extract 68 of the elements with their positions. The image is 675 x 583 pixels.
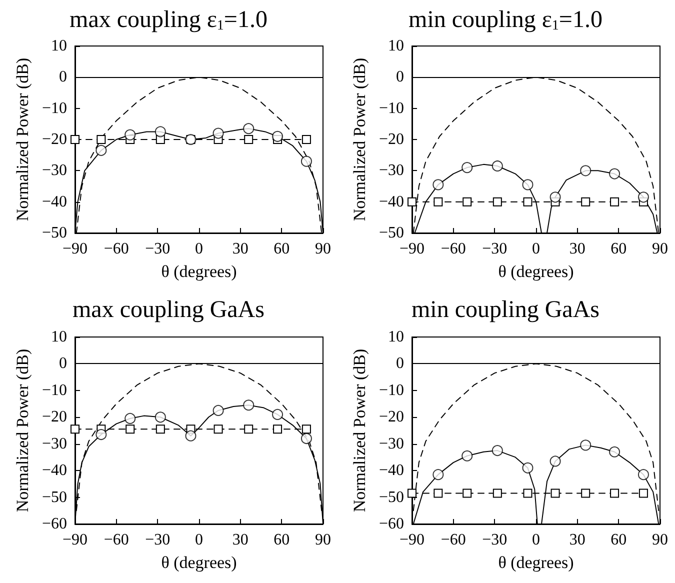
y-tick-label: −40 [42, 462, 67, 480]
y-tick-label: 10 [51, 328, 67, 346]
y-tick-label: 10 [388, 328, 404, 346]
x-tick-label: 0 [195, 240, 203, 258]
x-tick-label: 90 [315, 240, 331, 258]
x-tick-label: −60 [440, 532, 466, 548]
y-tick-label: −20 [378, 408, 404, 426]
y-tick-label: −30 [378, 162, 404, 180]
x-tick-label: 30 [232, 240, 248, 258]
x-tick-label: 90 [652, 532, 668, 548]
x-tick-label: 0 [532, 240, 540, 258]
x-tick-label: 0 [532, 532, 540, 548]
x-axis-title: θ (degrees) [498, 262, 574, 281]
x-tick-label: −90 [62, 532, 88, 548]
y-tick-label: −30 [42, 162, 67, 180]
chart-title: max coupling GaAs [72, 297, 264, 323]
y-tick-label: 10 [388, 38, 404, 54]
y-tick-label: −60 [42, 516, 67, 532]
x-tick-label: −90 [62, 240, 88, 258]
x-tick-label: 60 [274, 240, 290, 258]
y-tick-label: −50 [378, 488, 404, 506]
y-tick-label: −20 [42, 408, 67, 426]
x-tick-label: 0 [195, 532, 203, 548]
y-tick-label: −40 [42, 193, 67, 210]
x-axis-title: θ (degrees) [498, 553, 574, 572]
y-tick-label: 0 [396, 68, 404, 86]
x-tick-label: 30 [232, 532, 248, 548]
y-tick-label: −40 [378, 193, 404, 210]
y-tick-label: 0 [59, 68, 67, 86]
y-axis-title: Normalized Power (dB) [13, 58, 32, 222]
y-tick-label: 10 [51, 38, 67, 54]
y-tick-label: −50 [42, 224, 67, 242]
y-tick-label: −10 [42, 100, 67, 117]
y-tick-label: −30 [42, 435, 67, 452]
y-tick-label: −10 [42, 382, 67, 399]
x-tick-label: 30 [569, 532, 586, 548]
x-tick-label: −60 [104, 532, 129, 548]
y-tick-label: −40 [378, 462, 404, 480]
y-tick-label: −10 [378, 382, 404, 399]
x-tick-label: 30 [569, 240, 586, 258]
y-tick-label: −20 [378, 131, 404, 148]
x-tick-label: 90 [315, 532, 331, 548]
x-tick-label: −60 [104, 240, 129, 258]
y-axis-title: Normalized Power (dB) [350, 58, 369, 222]
x-tick-label: 90 [652, 240, 668, 258]
x-tick-label: 60 [610, 240, 627, 258]
y-tick-label: −10 [378, 100, 404, 117]
y-tick-label: −50 [42, 488, 67, 506]
y-tick-label: 0 [396, 355, 404, 372]
y-tick-label: −60 [378, 516, 404, 532]
y-tick-label: −30 [378, 435, 404, 452]
x-tick-label: 60 [610, 532, 627, 548]
x-tick-label: −60 [440, 240, 466, 258]
x-tick-label: −90 [399, 240, 425, 258]
y-tick-label: 0 [59, 355, 67, 372]
x-tick-label: 60 [274, 532, 290, 548]
x-tick-label: −90 [399, 532, 425, 548]
x-axis-title: θ (degrees) [161, 553, 237, 572]
y-axis-title: Normalized Power (dB) [13, 348, 32, 512]
x-tick-label: −30 [482, 240, 508, 258]
chart-title: min coupling GaAs [412, 297, 600, 323]
x-tick-label: −30 [482, 532, 508, 548]
y-tick-label: −50 [378, 224, 404, 242]
x-axis-title: θ (degrees) [161, 262, 237, 281]
x-tick-label: −30 [145, 240, 170, 258]
y-tick-label: −20 [42, 131, 67, 148]
y-axis-title: Normalized Power (dB) [350, 348, 369, 512]
x-tick-label: −30 [145, 532, 170, 548]
